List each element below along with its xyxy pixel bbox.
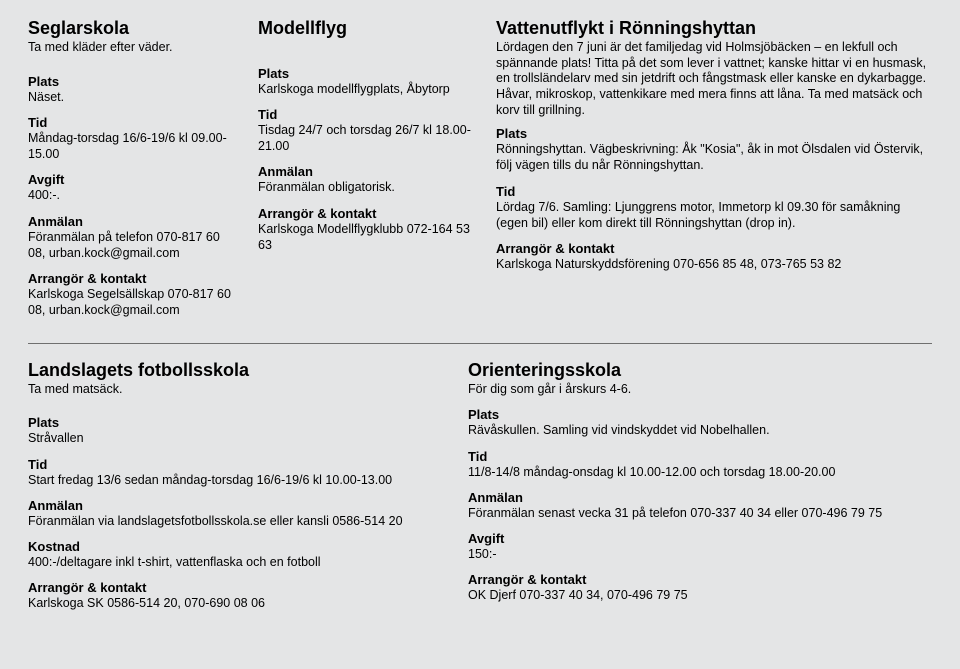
avgift-value: 400:-. xyxy=(28,187,236,203)
seglarskola-sub: Ta med kläder efter väder. xyxy=(28,40,236,56)
anmalan-value: Föranmälan obligatorisk. xyxy=(258,179,474,195)
tid-value: 11/8-14/8 måndag-onsdag kl 10.00-12.00 o… xyxy=(468,464,932,480)
avgift-label: Avgift xyxy=(28,172,236,187)
bottom-row: Landslagets fotbollsskola Ta med matsäck… xyxy=(28,360,932,614)
orient-card: Orienteringsskola För dig som går i årsk… xyxy=(468,360,932,614)
orient-title: Orienteringsskola xyxy=(468,360,932,381)
seglarskola-title: Seglarskola xyxy=(28,18,236,39)
anmalan-value: Föranmälan via landslagetsfotbollsskola.… xyxy=(28,513,446,529)
plats-value: Stråvallen xyxy=(28,430,446,446)
plats-value: Näset. xyxy=(28,89,236,105)
tid-label: Tid xyxy=(496,184,932,199)
plats-value: Rävåskullen. Samling vid vindskyddet vid… xyxy=(468,422,932,438)
arr-label: Arrangör & kontakt xyxy=(28,580,446,595)
arr-label: Arrangör & kontakt xyxy=(496,241,932,256)
modellflyg-card: Modellflyg Plats Karlskoga modellflygpla… xyxy=(258,18,474,321)
arr-value: Karlskoga Naturskyddsförening 070-656 85… xyxy=(496,256,932,272)
seglarskola-card: Seglarskola Ta med kläder efter väder. P… xyxy=(28,18,236,321)
tid-label: Tid xyxy=(258,107,474,122)
modellflyg-sub xyxy=(258,40,474,56)
vatten-title: Vattenutflykt i Rönningshyttan xyxy=(496,18,932,39)
plats-label: Plats xyxy=(258,66,474,81)
vatten-sub: Lördagen den 7 juni är det familjedag vi… xyxy=(496,40,932,118)
arr-value: Karlskoga SK 0586-514 20, 070-690 08 06 xyxy=(28,595,446,611)
plats-label: Plats xyxy=(28,74,236,89)
anmalan-label: Anmälan xyxy=(258,164,474,179)
top-row: Seglarskola Ta med kläder efter väder. P… xyxy=(28,18,932,321)
arr-label: Arrangör & kontakt xyxy=(258,206,474,221)
arr-value: Karlskoga Segelsällskap 070-817 60 08, u… xyxy=(28,286,236,319)
tid-value: Start fredag 13/6 sedan måndag-torsdag 1… xyxy=(28,472,446,488)
kostnad-value: 400:-/deltagare inkl t-shirt, vattenflas… xyxy=(28,554,446,570)
tid-label: Tid xyxy=(28,457,446,472)
plats-label: Plats xyxy=(496,126,932,141)
anmalan-value: Föranmälan senast vecka 31 på telefon 07… xyxy=(468,505,932,521)
arr-value: Karlskoga Modellflygklubb 072-164 53 63 xyxy=(258,221,474,254)
plats-label: Plats xyxy=(468,407,932,422)
fotboll-title: Landslagets fotbollsskola xyxy=(28,360,446,381)
fotboll-card: Landslagets fotbollsskola Ta med matsäck… xyxy=(28,360,446,614)
anmalan-label: Anmälan xyxy=(28,214,236,229)
plats-label: Plats xyxy=(28,415,446,430)
arr-label: Arrangör & kontakt xyxy=(468,572,932,587)
plats-value: Karlskoga modellflygplats, Åbytorp xyxy=(258,81,474,97)
vatten-card: Vattenutflykt i Rönningshyttan Lördagen … xyxy=(496,18,932,321)
tid-value: Lördag 7/6. Samling: Ljunggrens motor, I… xyxy=(496,199,932,232)
kostnad-label: Kostnad xyxy=(28,539,446,554)
plats-value: Rönningshyttan. Vägbeskrivning: Åk "Kosi… xyxy=(496,141,932,174)
anmalan-label: Anmälan xyxy=(28,498,446,513)
avgift-label: Avgift xyxy=(468,531,932,546)
orient-sub: För dig som går i årskurs 4-6. xyxy=(468,382,932,398)
tid-label: Tid xyxy=(28,115,236,130)
fotboll-sub: Ta med matsäck. xyxy=(28,382,446,398)
anmalan-label: Anmälan xyxy=(468,490,932,505)
tid-label: Tid xyxy=(468,449,932,464)
tid-value: Tisdag 24/7 och torsdag 26/7 kl 18.00-21… xyxy=(258,122,474,155)
avgift-value: 150:- xyxy=(468,546,932,562)
modellflyg-title: Modellflyg xyxy=(258,18,474,39)
arr-value: OK Djerf 070-337 40 34, 070-496 79 75 xyxy=(468,587,932,603)
tid-value: Måndag-torsdag 16/6-19/6 kl 09.00-15.00 xyxy=(28,130,236,163)
anmalan-value: Föranmälan på telefon 070-817 60 08, urb… xyxy=(28,229,236,262)
section-divider xyxy=(28,343,932,344)
arr-label: Arrangör & kontakt xyxy=(28,271,236,286)
